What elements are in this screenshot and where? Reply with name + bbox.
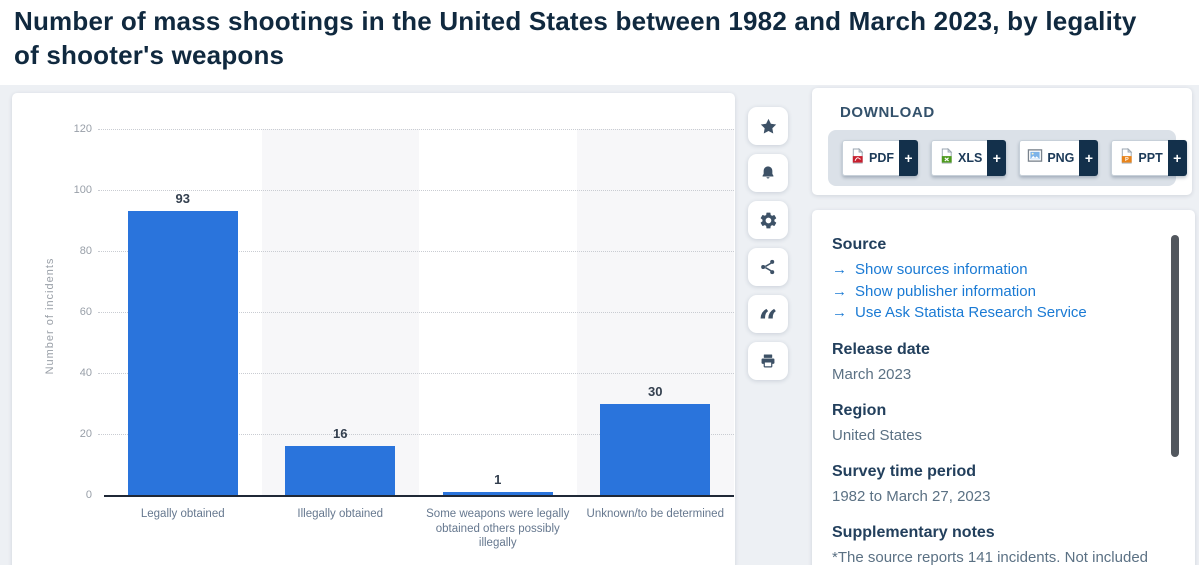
svg-text:P: P: [1125, 157, 1129, 163]
download-xls-button[interactable]: XLS +: [931, 140, 1007, 176]
download-button-tray: PDF + XLS + PNG: [828, 130, 1187, 186]
download-ppt-button[interactable]: P PPT +: [1111, 140, 1187, 176]
link-row: → Show publisher information: [832, 281, 1162, 303]
download-xls-label: XLS: [958, 151, 983, 165]
gridline: [98, 251, 734, 252]
page-title: Number of mass shootings in the United S…: [14, 4, 1194, 72]
download-png-button[interactable]: PNG +: [1019, 140, 1099, 176]
y-tick-label: 40: [79, 367, 92, 379]
y-tick-label: 0: [85, 489, 92, 501]
bar-value-label: 16: [333, 426, 348, 442]
source-heading: Source: [832, 236, 887, 253]
link-row: → Show sources information: [832, 259, 1162, 281]
section-source: Source → Show sources information → Show…: [832, 234, 1162, 324]
section-release-date: Release date March 2023: [832, 339, 1162, 385]
quote-icon: “: [758, 303, 778, 343]
download-pdf-label: PDF: [869, 151, 894, 165]
y-tick-label: 80: [79, 245, 92, 257]
show-publisher-link[interactable]: Show publisher information: [855, 282, 1036, 300]
download-ppt-main: P PPT: [1111, 140, 1168, 176]
star-icon: [759, 117, 778, 136]
page-title-line-1: Number of mass shootings in the United S…: [14, 6, 1137, 36]
gear-icon: [759, 211, 778, 230]
gridline: [98, 434, 734, 435]
pdf-file-icon: [850, 147, 865, 169]
download-png-main: PNG: [1019, 140, 1080, 176]
x-axis-line: [104, 495, 734, 497]
cite-button[interactable]: “: [748, 295, 788, 343]
download-xls-main: XLS: [931, 140, 988, 176]
show-sources-link[interactable]: Show sources information: [855, 261, 1028, 278]
download-pdf-plus-button[interactable]: +: [899, 140, 918, 176]
y-tick-label: 100: [73, 184, 92, 196]
png-image-icon: [1027, 148, 1043, 168]
supplementary-notes-heading: Supplementary notes: [832, 523, 995, 541]
download-ppt-label: PPT: [1138, 151, 1163, 165]
bar-value-label: 93: [175, 191, 190, 207]
download-pdf-button[interactable]: PDF +: [842, 140, 918, 176]
gridline: [98, 373, 734, 374]
notifications-button[interactable]: [748, 154, 788, 192]
ppt-file-icon: P: [1119, 147, 1134, 169]
sidebar-scrollbar[interactable]: [1171, 235, 1179, 457]
xls-file-icon: [939, 147, 954, 169]
printer-icon: [759, 352, 777, 370]
arrow-right-icon: →: [832, 304, 847, 321]
survey-period-heading: Survey time period: [832, 462, 977, 480]
share-button[interactable]: [748, 248, 788, 286]
favorite-button[interactable]: [748, 107, 788, 145]
supplementary-notes-value: *The source reports 141 incidents. Not i…: [832, 548, 1149, 565]
page-title-line-2: of shooter's weapons: [14, 40, 285, 70]
y-tick-label: 60: [79, 306, 92, 318]
bar-value-label: 1: [494, 471, 502, 487]
bar-some-weapons-were-legally-obtained-others-possibly-illegally[interactable]: [442, 491, 553, 495]
section-supplementary-notes: Supplementary notes *The source reports …: [832, 522, 1162, 565]
settings-button[interactable]: [748, 201, 788, 239]
section-survey-time-period: Survey time period 1982 to March 27, 202…: [832, 461, 1162, 507]
release-date-heading: Release date: [832, 340, 930, 358]
x-category-label: Unknown/to be determined: [586, 508, 724, 520]
bar-unknown-to-be-determined[interactable]: [600, 403, 711, 495]
bar-chart: 0 20 40 60 80 100 120 93 Legally obtained 16 Illeg…: [12, 93, 735, 565]
download-card: DOWNLOAD PDF + XLS +: [812, 88, 1192, 195]
download-heading: DOWNLOAD: [840, 104, 935, 121]
x-category-label: Legally obtained: [140, 508, 225, 520]
download-xls-plus-button[interactable]: +: [987, 140, 1007, 176]
release-date-value: March 2023: [832, 365, 912, 383]
ask-statista-link[interactable]: Use Ask Statista Research Service: [855, 304, 1087, 321]
print-button[interactable]: [748, 342, 788, 380]
chart-card: 0 20 40 60 80 100 120 93 Legally obtained 16 Illeg…: [12, 93, 735, 565]
arrow-right-icon: →: [832, 282, 847, 300]
gridline: [98, 190, 734, 191]
bar-value-label: 30: [648, 383, 663, 399]
region-value: United States: [832, 426, 923, 444]
gridline: [98, 129, 734, 130]
region-heading: Region: [832, 401, 887, 419]
bar-legally-obtained[interactable]: [127, 211, 238, 495]
bell-icon: [759, 164, 777, 182]
download-pdf-main: PDF: [842, 140, 899, 176]
y-tick-label: 120: [73, 123, 92, 135]
bar-illegally-obtained[interactable]: [285, 446, 396, 495]
x-category-label: Illegally obtained: [297, 508, 384, 520]
survey-period-value: 1982 to March 27, 2023: [832, 487, 991, 505]
download-ppt-plus-button[interactable]: +: [1167, 140, 1187, 176]
download-png-plus-button[interactable]: +: [1079, 140, 1099, 176]
x-category-label: Some weapons were legally obtained other…: [426, 508, 570, 549]
source-info-content: Source → Show sources information → Show…: [832, 234, 1162, 565]
share-icon: [759, 258, 777, 276]
gridline: [98, 312, 734, 313]
download-png-label: PNG: [1047, 151, 1075, 165]
link-row: → Use Ask Statista Research Service: [832, 302, 1162, 324]
y-tick-label: 20: [79, 428, 92, 440]
arrow-right-icon: →: [832, 261, 847, 278]
section-region: Region United States: [832, 400, 1162, 446]
source-info-card: Source → Show sources information → Show…: [812, 210, 1195, 565]
